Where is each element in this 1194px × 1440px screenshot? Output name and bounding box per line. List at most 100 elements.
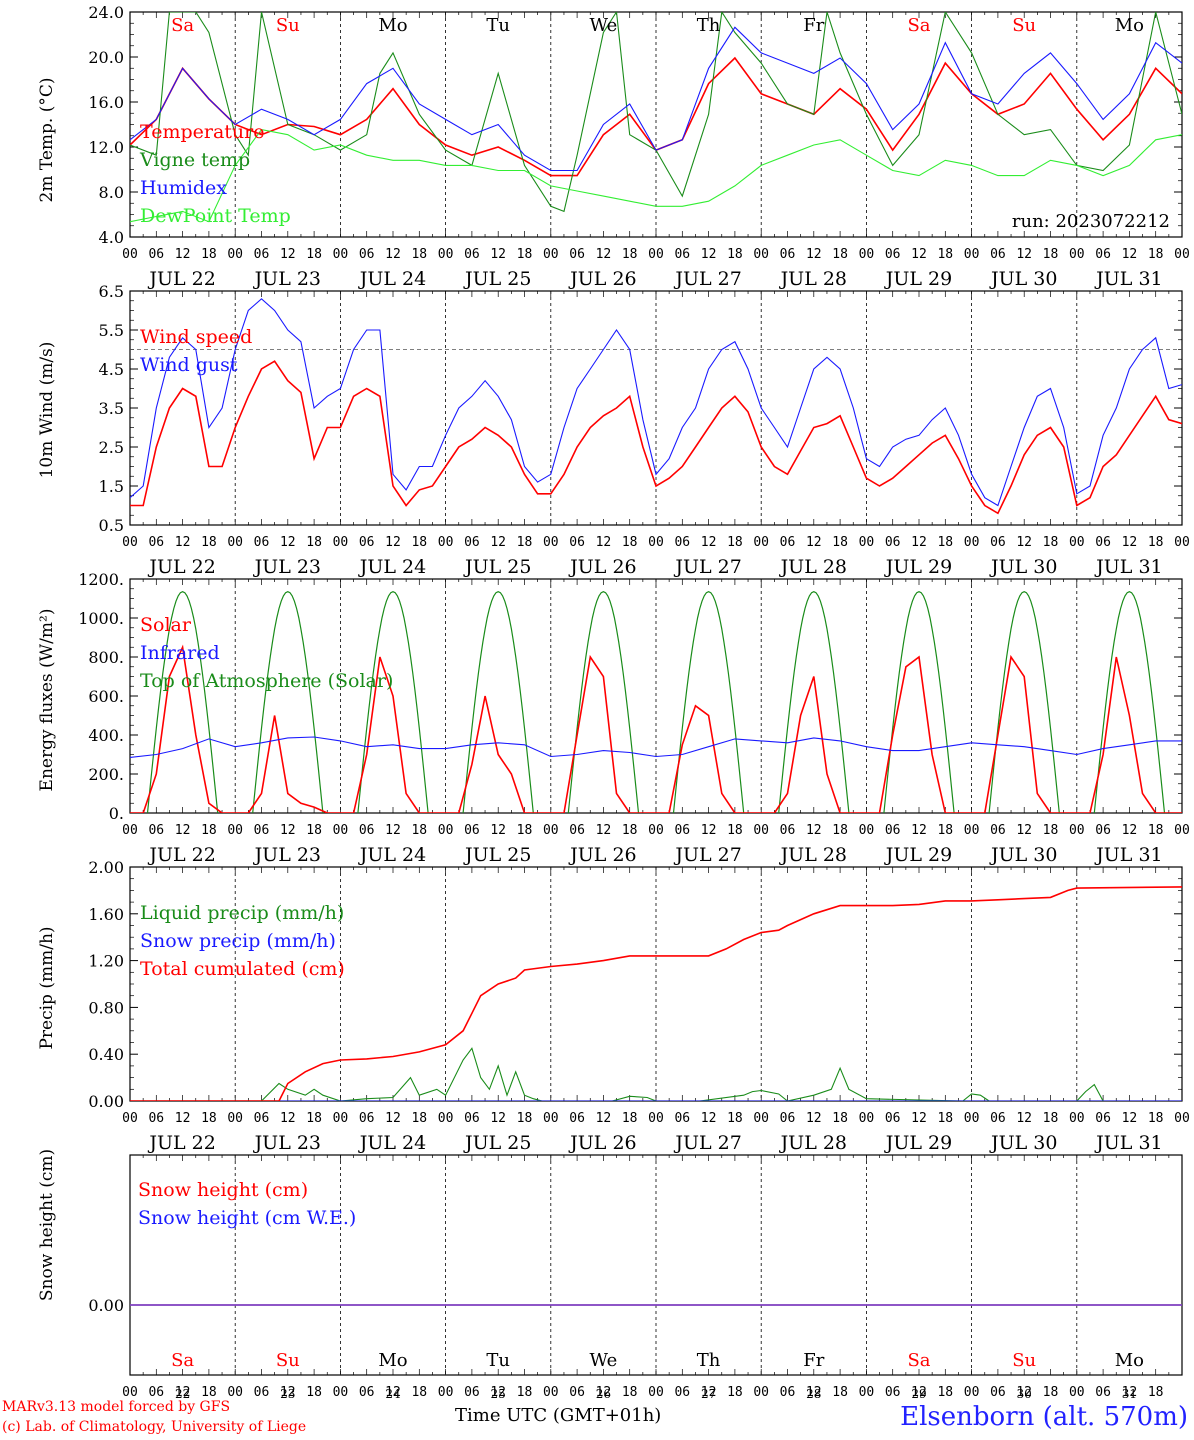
- hour-tick-label: 00: [333, 823, 349, 838]
- hour-tick-label: 06: [780, 1385, 796, 1400]
- legend-entry: Solar: [140, 614, 192, 636]
- y-tick-label: 12.0: [88, 138, 124, 157]
- date-label: JUL 30: [989, 1132, 1057, 1154]
- date-label: JUL 30: [989, 268, 1057, 290]
- hour-tick-label: 18: [306, 535, 322, 550]
- legend-entry: Infrared: [140, 642, 220, 664]
- hour-tick-label: 06: [569, 1111, 585, 1126]
- hour-tick-label: 12: [280, 1385, 296, 1400]
- y-axis-label: Energy fluxes (W/m²): [37, 609, 57, 792]
- hour-tick-label: 18: [832, 1111, 848, 1126]
- day-name: Mo: [1115, 15, 1144, 36]
- legend-entry: Snow height (cm W.E.): [138, 1207, 356, 1229]
- date-label: JUL 25: [463, 844, 531, 866]
- hour-tick-label: 12: [175, 823, 191, 838]
- panel-precip: 0.00 0.40 0.80 1.20 1.60 2.00 Precip (mm/h) Liq…: [37, 858, 1190, 1154]
- date-label: JUL 27: [673, 1132, 741, 1154]
- date-label: JUL 22: [147, 844, 215, 866]
- legend-entry: Wind speed: [140, 326, 252, 348]
- day-name: Su: [1012, 15, 1036, 36]
- bottom-day-strip: Sa 22 Su 23 Mo 24 Tu 25 We 26 Th 27 Fr 28 Sa 29 Su 30 Mo 31: [171, 1350, 1144, 1401]
- hour-tick-label: 06: [780, 247, 796, 262]
- hour-tick-label: 18: [517, 247, 533, 262]
- hour-tick-label: 06: [674, 1385, 690, 1400]
- hour-tick-label: 06: [674, 1111, 690, 1126]
- y-tick-label: 6.5: [99, 282, 124, 301]
- hour-tick-label: 18: [1043, 1111, 1059, 1126]
- date-label: JUL 22: [147, 268, 215, 290]
- date-label: JUL 31: [1094, 556, 1162, 578]
- day-name: Sa: [171, 1350, 194, 1371]
- hour-tick-label: 00: [648, 1111, 664, 1126]
- y-tick-label: 4.5: [99, 360, 124, 379]
- y-tick-label: 400.: [88, 726, 124, 745]
- y-tick-label: 2.5: [99, 438, 124, 457]
- hour-tick-label: 00: [438, 823, 454, 838]
- hour-tick-label: 00: [543, 535, 559, 550]
- day-name: Mo: [1115, 1350, 1144, 1371]
- date-label: JUL 26: [568, 1132, 636, 1154]
- day-number: 26: [596, 1387, 611, 1401]
- hour-tick-label: 00: [1174, 823, 1190, 838]
- series-wind-speed: [130, 360, 1182, 515]
- series-vigne-temp: [130, 12, 1182, 213]
- hour-tick-label: 06: [990, 1111, 1006, 1126]
- hour-tick-label: 06: [254, 823, 270, 838]
- hour-tick-label: 06: [885, 535, 901, 550]
- date-label: JUL 27: [673, 556, 741, 578]
- hour-tick-label: 00: [122, 1385, 138, 1400]
- hour-tick-label: 12: [385, 247, 401, 262]
- hour-tick-label: 18: [937, 823, 953, 838]
- series-solar: [130, 644, 1182, 813]
- hour-tick-label: 12: [701, 247, 717, 262]
- series-dewpoint-temp: [130, 128, 1182, 223]
- hour-tick-label: 18: [832, 823, 848, 838]
- y-axis-label: 2m Temp. (°C): [37, 77, 57, 202]
- hour-tick-label: 12: [490, 247, 506, 262]
- day-number: 23: [280, 1387, 295, 1401]
- hour-tick-label: 06: [1095, 247, 1111, 262]
- date-label: JUL 29: [884, 268, 952, 290]
- hour-tick-label: 12: [596, 1385, 612, 1400]
- hour-tick-label: 18: [1148, 1385, 1164, 1400]
- hour-tick-label: 12: [1122, 1385, 1138, 1400]
- hour-tick-label: 12: [1122, 535, 1138, 550]
- series-infrared: [130, 736, 1182, 758]
- hour-tick-label: 12: [280, 247, 296, 262]
- hour-tick-label: 06: [359, 535, 375, 550]
- hour-tick-label: 18: [1043, 535, 1059, 550]
- hour-tick-label: 18: [727, 1111, 743, 1126]
- hour-tick-label: 12: [701, 823, 717, 838]
- hour-tick-label: 06: [254, 1111, 270, 1126]
- date-label: JUL 31: [1094, 268, 1162, 290]
- hour-tick-label: 00: [1069, 1385, 1085, 1400]
- date-label: JUL 29: [884, 1132, 952, 1154]
- hour-tick-label: 00: [122, 823, 138, 838]
- hour-tick-label: 18: [201, 247, 217, 262]
- hour-tick-label: 06: [254, 247, 270, 262]
- hour-tick-label: 06: [885, 247, 901, 262]
- hour-tick-label: 00: [964, 535, 980, 550]
- date-label: JUL 29: [884, 844, 952, 866]
- hour-tick-label: 00: [1069, 535, 1085, 550]
- hour-tick-label: 18: [411, 1385, 427, 1400]
- date-label: JUL 30: [989, 556, 1057, 578]
- hour-tick-label: 18: [517, 1385, 533, 1400]
- hour-tick-label: 12: [1122, 1111, 1138, 1126]
- date-label: JUL 24: [358, 268, 426, 290]
- hour-tick-label: 06: [359, 1385, 375, 1400]
- date-label: JUL 24: [358, 844, 426, 866]
- panel-snow: 0.00 Snow height (cm) Snow height (cm) Snow…: [37, 1149, 1183, 1400]
- hour-tick-label: 12: [280, 535, 296, 550]
- hour-tick-label: 18: [622, 1111, 638, 1126]
- day-number: 22: [175, 1387, 190, 1401]
- hour-tick-label: 00: [753, 1385, 769, 1400]
- hour-tick-label: 00: [859, 1111, 875, 1126]
- day-number: 25: [491, 1387, 506, 1401]
- hour-tick-label: 00: [227, 823, 243, 838]
- hour-tick-label: 00: [333, 1111, 349, 1126]
- date-label: JUL 25: [463, 268, 531, 290]
- date-label: JUL 26: [568, 844, 636, 866]
- hour-tick-label: 00: [753, 247, 769, 262]
- date-label: JUL 30: [989, 844, 1057, 866]
